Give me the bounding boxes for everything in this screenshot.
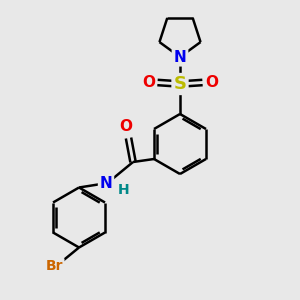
Text: O: O	[119, 119, 132, 134]
Text: Br: Br	[45, 260, 63, 273]
Text: N: N	[100, 176, 112, 190]
Text: H: H	[118, 184, 130, 197]
Text: S: S	[173, 75, 187, 93]
Text: O: O	[205, 75, 218, 90]
Text: N: N	[174, 50, 186, 64]
Text: N: N	[174, 50, 186, 64]
Text: O: O	[142, 75, 155, 90]
